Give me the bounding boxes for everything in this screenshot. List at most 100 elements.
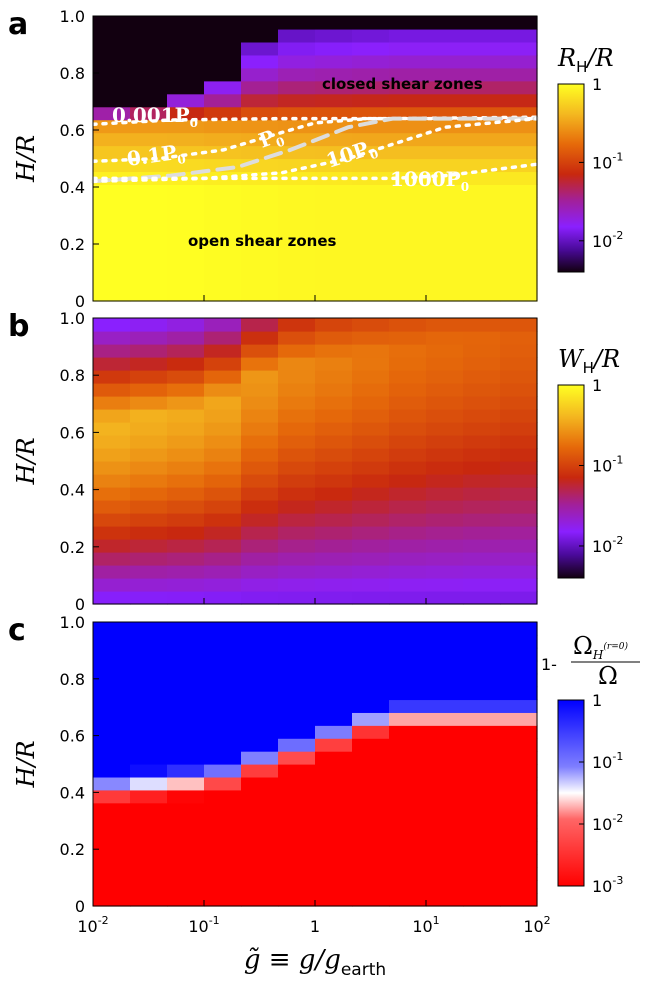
- heatmap-cell: [93, 93, 131, 108]
- heatmap-cell: [93, 725, 131, 739]
- heatmap-cell: [500, 500, 538, 514]
- heatmap-cell: [352, 461, 390, 475]
- heatmap-cell: [167, 764, 205, 778]
- heatmap-cell: [426, 422, 464, 436]
- heatmap-cell: [315, 435, 353, 449]
- heatmap-cell: [426, 634, 464, 649]
- heatmap-cell: [463, 370, 501, 384]
- heatmap-cell: [278, 591, 316, 605]
- heatmap-cell: [241, 622, 279, 636]
- heatmap-cell: [278, 660, 316, 675]
- heatmap-cell: [389, 370, 427, 384]
- heatmap-cell: [204, 409, 242, 423]
- heatmap-cell: [241, 880, 279, 894]
- heatmap-cell: [204, 331, 242, 345]
- heatmap-cell: [167, 802, 205, 817]
- heatmap-cell: [352, 288, 390, 302]
- heatmap-cell: [130, 93, 168, 108]
- heatmap-cell: [463, 275, 501, 289]
- heatmap-cell: [241, 223, 279, 237]
- heatmap-cell: [93, 880, 131, 894]
- heatmap-cell: [463, 487, 501, 501]
- heatmap-cell: [500, 867, 538, 881]
- heatmap-cell: [241, 841, 279, 855]
- heatmap-cell: [500, 802, 538, 817]
- heatmap-cell: [167, 396, 205, 410]
- heatmap-cell: [315, 673, 353, 688]
- heatmap-cell: [241, 318, 279, 332]
- heatmap-cell: [241, 93, 279, 108]
- heatmap-cell: [93, 789, 131, 804]
- heatmap-cell: [93, 223, 131, 237]
- heatmap-cell: [389, 236, 427, 250]
- heatmap-cell: [93, 435, 131, 449]
- heatmap-cell: [426, 223, 464, 237]
- heatmap-cell: [389, 789, 427, 804]
- heatmap-cell: [463, 591, 501, 605]
- heatmap-cell: [167, 738, 205, 752]
- heatmap-cell: [463, 854, 501, 868]
- colorbar-tick-label: 10-3: [592, 874, 623, 896]
- heatmap-cell: [352, 513, 390, 527]
- heatmap-cell: [389, 331, 427, 345]
- heatmap-cell: [278, 828, 316, 843]
- heatmap-cell: [241, 828, 279, 843]
- heatmap-cell: [241, 552, 279, 566]
- heatmap-cell: [352, 331, 390, 345]
- heatmap-cell: [241, 461, 279, 475]
- heatmap-cell: [352, 854, 390, 868]
- heatmap-cell: [167, 552, 205, 566]
- heatmap-cell: [500, 132, 538, 147]
- heatmap-cell: [204, 880, 242, 894]
- heatmap-cell: [93, 622, 131, 636]
- heatmap-cell: [167, 158, 205, 173]
- heatmap-cell: [389, 461, 427, 475]
- heatmap-cell: [278, 789, 316, 804]
- heatmap-cell: [315, 331, 353, 345]
- heatmap-cell: [389, 634, 427, 649]
- heatmap-cell: [278, 686, 316, 701]
- heatmap-cell: [352, 435, 390, 449]
- heatmap-cell: [278, 673, 316, 688]
- heatmap-cell: [130, 54, 168, 69]
- heatmap-cell: [130, 591, 168, 605]
- y-tick-label: 0.8: [60, 670, 85, 689]
- heatmap-cell: [463, 249, 501, 263]
- heatmap-cell: [93, 828, 131, 843]
- heatmap-cell: [204, 789, 242, 804]
- heatmap-cell: [93, 448, 131, 462]
- heatmap-cell: [500, 448, 538, 462]
- heatmap-cell: [130, 197, 168, 211]
- heatmap-cell: [463, 331, 501, 345]
- colorbar-title-numerator: ΩH(r=0): [573, 632, 628, 662]
- heatmap-cell: [500, 487, 538, 501]
- heatmap-cell: [241, 699, 279, 713]
- heatmap-cell: [352, 880, 390, 894]
- heatmap-cell: [93, 357, 131, 371]
- contour-label: 0.001P0: [112, 103, 198, 130]
- heatmap-cell: [241, 660, 279, 675]
- heatmap-cell: [204, 318, 242, 332]
- heatmap-cell: [241, 789, 279, 804]
- heatmap-cell: [167, 712, 205, 726]
- heatmap-cell: [426, 461, 464, 475]
- heatmap-cell: [389, 93, 427, 108]
- heatmap-cell: [204, 565, 242, 579]
- heatmap-cell: [241, 80, 279, 95]
- heatmap-cell: [204, 80, 242, 95]
- heatmap-cell: [426, 880, 464, 894]
- heatmap-cell: [352, 28, 390, 43]
- heatmap-cell: [93, 318, 131, 332]
- heatmap-cell: [204, 236, 242, 250]
- heatmap-cell: [315, 223, 353, 237]
- x-axis-label: g̃ ≡ g/gearth: [244, 945, 386, 980]
- heatmap-cell: [130, 673, 168, 688]
- heatmap-cells: [93, 16, 538, 302]
- heatmap-cell: [500, 54, 538, 69]
- panel-label: a: [8, 7, 28, 42]
- heatmap-cell: [204, 828, 242, 843]
- heatmap-cell: [463, 357, 501, 371]
- heatmap-cell: [352, 422, 390, 436]
- heatmap-cell: [130, 622, 168, 636]
